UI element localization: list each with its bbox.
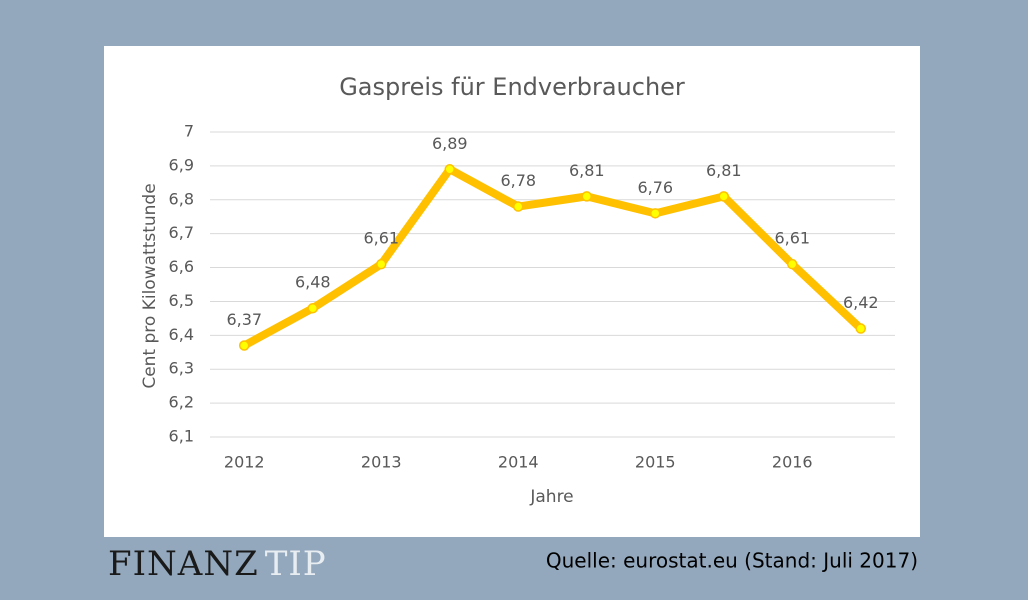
- marker: [581, 191, 592, 202]
- data-label: 6,48: [295, 273, 331, 292]
- y-tick-label: 6,3: [169, 359, 194, 378]
- marker: [855, 323, 866, 334]
- x-tick-label: 2012: [224, 453, 265, 472]
- chart-panel: [104, 46, 920, 537]
- marker: [444, 164, 455, 175]
- data-label: 6,42: [843, 293, 879, 312]
- data-label: 6,89: [432, 134, 468, 153]
- y-tick-label: 6,9: [169, 155, 194, 174]
- data-label: 6,81: [706, 161, 742, 180]
- line: [242, 165, 864, 350]
- logo-light: TIP: [265, 544, 327, 584]
- y-axis-label: Cent pro Kilowattstunde: [140, 183, 160, 388]
- marker: [787, 258, 798, 270]
- logo: FINANZ TIP: [108, 544, 327, 584]
- data-label: 6,78: [500, 171, 536, 190]
- source: Quelle: eurostat.eu (Stand: Juli 2017): [546, 549, 918, 573]
- data-label: 6,37: [226, 310, 262, 329]
- y-tick-label: 6,1: [169, 427, 194, 446]
- marker: [513, 201, 524, 212]
- chart-title: Gaspreis für Endverbraucher: [339, 73, 685, 101]
- data-label: 6,76: [637, 178, 673, 197]
- y-tick-label: 6,6: [169, 257, 194, 276]
- y-tick-label: 6,5: [169, 291, 194, 310]
- y-tick-label: 7: [184, 122, 194, 141]
- data-label: 6,81: [569, 161, 605, 180]
- marker: [376, 258, 387, 270]
- y-tick-label: 6,4: [169, 325, 194, 344]
- logo-bold: FINANZ: [108, 544, 259, 584]
- x-axis-label: Jahre: [529, 487, 573, 507]
- marker: [239, 340, 250, 351]
- x-tick-label: 2015: [635, 453, 676, 472]
- y-tick-label: 6,7: [169, 223, 194, 242]
- data-label: 6,61: [774, 229, 810, 248]
- x-tick-label: 2016: [772, 453, 813, 472]
- y-tick-label: 6,2: [169, 393, 194, 412]
- marker: [650, 208, 661, 219]
- x-tick-label: 2014: [498, 453, 539, 472]
- marker: [718, 191, 729, 202]
- marker: [307, 302, 318, 314]
- x-tick-label: 2013: [361, 453, 402, 472]
- data-label: 6,61: [363, 229, 399, 248]
- y-tick-label: 6,8: [169, 189, 194, 208]
